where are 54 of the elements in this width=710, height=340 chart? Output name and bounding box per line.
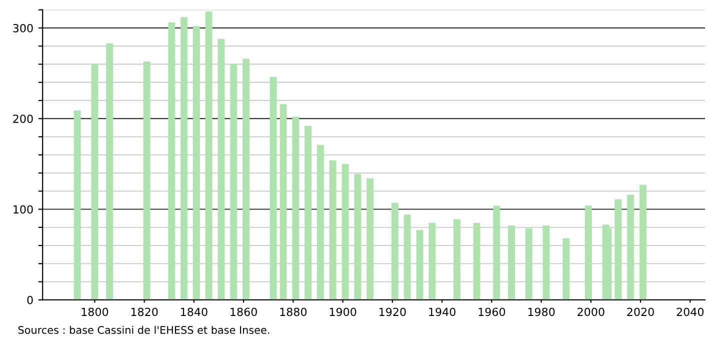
bar bbox=[304, 126, 312, 300]
y-tick-label: 100 bbox=[14, 205, 33, 214]
x-tick-label: 1820 bbox=[131, 308, 158, 316]
bar bbox=[270, 76, 277, 300]
bar bbox=[106, 43, 114, 300]
bar bbox=[416, 230, 424, 300]
bar bbox=[627, 194, 634, 300]
bar bbox=[562, 238, 570, 300]
bar bbox=[168, 22, 176, 300]
bar bbox=[404, 214, 411, 300]
bar bbox=[614, 199, 622, 300]
x-tick-label: 1940 bbox=[429, 308, 456, 316]
y-tick-label: 200 bbox=[13, 114, 33, 123]
bar bbox=[366, 178, 374, 300]
bar bbox=[354, 174, 362, 300]
x-tick-label: 1860 bbox=[230, 308, 257, 316]
bar bbox=[428, 222, 436, 300]
x-tick-label: 1840 bbox=[181, 308, 208, 316]
x-tick-label: 1960 bbox=[478, 308, 506, 316]
y-tick-label: 0 bbox=[27, 296, 33, 304]
x-tick-label: 1900 bbox=[330, 308, 356, 316]
bar bbox=[640, 184, 646, 300]
bar bbox=[91, 64, 98, 300]
bar bbox=[493, 206, 500, 300]
bar bbox=[242, 58, 250, 300]
x-tick-label: 1880 bbox=[280, 308, 307, 316]
bar bbox=[317, 144, 324, 300]
source-note: Sources : base Cassini de l'EHESS et base Insee. bbox=[18, 326, 270, 334]
bar bbox=[342, 164, 349, 300]
bar bbox=[584, 206, 592, 300]
bar bbox=[602, 224, 610, 300]
bar bbox=[542, 226, 550, 300]
bar bbox=[205, 12, 212, 300]
x-tick-label: 1800 bbox=[82, 308, 108, 316]
bar bbox=[143, 62, 150, 300]
bar bbox=[74, 110, 81, 300]
bar bbox=[292, 116, 300, 300]
x-tick-label: 1980 bbox=[528, 308, 555, 316]
bar bbox=[508, 226, 515, 300]
bar bbox=[391, 202, 398, 300]
bar bbox=[192, 26, 200, 300]
bar bbox=[453, 219, 460, 300]
bar bbox=[230, 64, 238, 300]
x-tick-label: 2020 bbox=[627, 308, 654, 316]
bar bbox=[280, 104, 287, 300]
bar bbox=[218, 38, 225, 300]
x-tick-label: 1920 bbox=[380, 308, 406, 316]
bar bbox=[525, 228, 532, 300]
x-tick-label: 2040 bbox=[676, 308, 704, 316]
bar bbox=[329, 160, 336, 300]
bar bbox=[180, 17, 188, 300]
y-tick-label: 300 bbox=[13, 24, 33, 32]
bar bbox=[473, 222, 480, 300]
x-tick-label: 2000 bbox=[578, 308, 604, 316]
